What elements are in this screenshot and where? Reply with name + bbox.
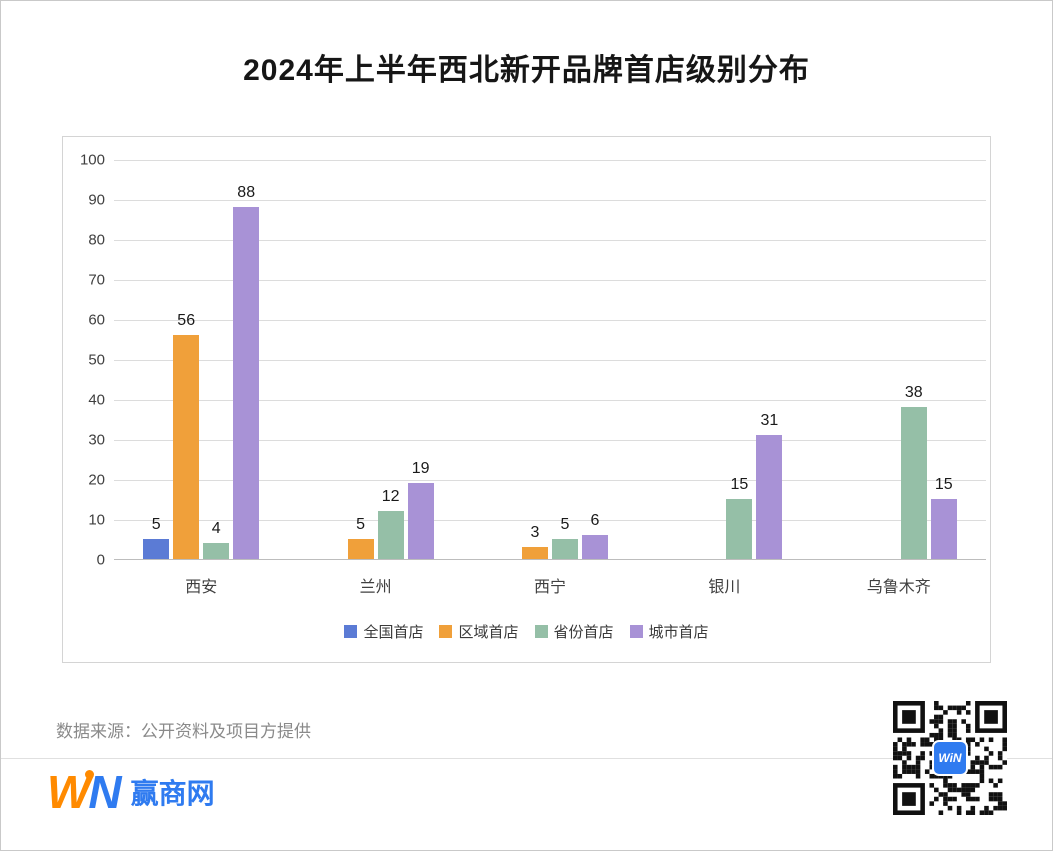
y-axis-tick-label: 60: [88, 311, 105, 329]
chart-panel: 0 10 20 30 40 50 60 70 80 90 100 西安 5 56 4 88 兰州 5 12 19 西宁 3…: [62, 136, 991, 663]
gridline: [114, 240, 986, 241]
legend-label: 城市首店: [648, 624, 709, 641]
bar-value-label: 38: [904, 384, 923, 401]
gridline: [114, 440, 986, 441]
legend-item: 区域首店: [439, 621, 519, 642]
legend-label: 省份首店: [553, 624, 614, 641]
y-axis-tick-label: 80: [88, 231, 105, 249]
y-axis-tick-label: 20: [88, 471, 105, 489]
bar-value-label: 3: [530, 524, 540, 541]
bar: [522, 547, 548, 559]
gridline: [114, 480, 986, 481]
y-axis-tick-label: 100: [79, 151, 105, 169]
bar: [143, 539, 170, 559]
legend-swatch: [439, 625, 453, 638]
bar: [552, 539, 578, 559]
logo-letter-w: W: [47, 766, 90, 818]
page-title: 2024年上半年西北新开品牌首店级别分布: [243, 54, 810, 87]
bar-value-label: 4: [211, 520, 221, 537]
chart-legend: 全国首店 区域首店 省份首店 城市首店: [63, 621, 990, 642]
y-axis-tick-label: 0: [96, 551, 105, 569]
y-axis-tick-label: 90: [88, 191, 105, 209]
bar: [377, 511, 404, 559]
gridline: [114, 520, 986, 521]
bar: [347, 539, 374, 559]
y-axis-tick-label: 30: [88, 431, 105, 449]
gridline: [114, 280, 986, 281]
bar: [203, 543, 230, 559]
qr-center-label: WiN: [938, 751, 962, 765]
gridline: [114, 160, 986, 161]
bar-value-label: 15: [934, 476, 953, 493]
logo-dot-icon: [85, 770, 95, 779]
bar: [582, 535, 608, 559]
legend-item: 城市首店: [629, 621, 709, 642]
bar-value-label: 31: [760, 412, 779, 429]
data-source-note: 数据来源：公开资料及项目方提供: [56, 722, 311, 741]
x-axis-label: 西安: [185, 579, 218, 596]
logo-brand-name: 赢商网: [130, 778, 215, 809]
bar: [900, 407, 927, 559]
bar: [233, 207, 260, 559]
y-axis-tick-label: 70: [88, 271, 105, 289]
plot-area: 0 10 20 30 40 50 60 70 80 90 100 西安 5 56 4 88 兰州 5 12 19 西宁 3…: [80, 152, 986, 596]
bar: [756, 435, 783, 559]
bar-value-label: 5: [356, 516, 366, 533]
logo-letter-n: N: [88, 766, 122, 818]
bar-value-label: 15: [730, 476, 749, 493]
bar-value-label: 5: [560, 516, 570, 533]
x-axis-label: 兰州: [359, 579, 392, 596]
legend-item: 全国首店: [344, 621, 423, 642]
bar-value-label: 88: [237, 184, 256, 201]
y-axis-tick-label: 50: [88, 351, 105, 369]
legend-swatch: [629, 625, 643, 638]
gridline: [114, 400, 986, 401]
qr-pattern-icon: [893, 701, 1007, 815]
bar-value-label: 19: [411, 460, 430, 477]
brand-logo: W N 赢商网: [47, 765, 215, 819]
legend-swatch: [534, 625, 548, 638]
y-axis-tick-label: 40: [88, 391, 105, 409]
bar-value-label: 5: [151, 516, 161, 533]
legend-swatch: [344, 625, 358, 638]
bar-value-label: 12: [381, 488, 400, 505]
legend-label: 区域首店: [458, 624, 519, 641]
bar: [407, 483, 434, 559]
legend-label: 全国首店: [363, 624, 424, 641]
bar-value-label: 6: [590, 512, 600, 529]
footer-divider: [1, 758, 1052, 759]
x-axis-label: 西宁: [533, 579, 566, 596]
bar-value-label: 56: [177, 312, 196, 329]
qr-center-logo: WiN: [932, 740, 968, 776]
gridline: [114, 200, 986, 201]
legend-item: 省份首店: [534, 621, 614, 642]
qr-code: WiN: [893, 701, 1007, 819]
bar: [930, 499, 957, 559]
gridline: [114, 320, 986, 321]
x-axis-label: 银川: [708, 579, 741, 596]
bar: [173, 335, 200, 559]
y-axis-tick-label: 10: [88, 511, 105, 529]
x-axis-label: 乌鲁木齐: [866, 579, 931, 596]
bar: [726, 499, 753, 559]
gridline: [114, 360, 986, 361]
